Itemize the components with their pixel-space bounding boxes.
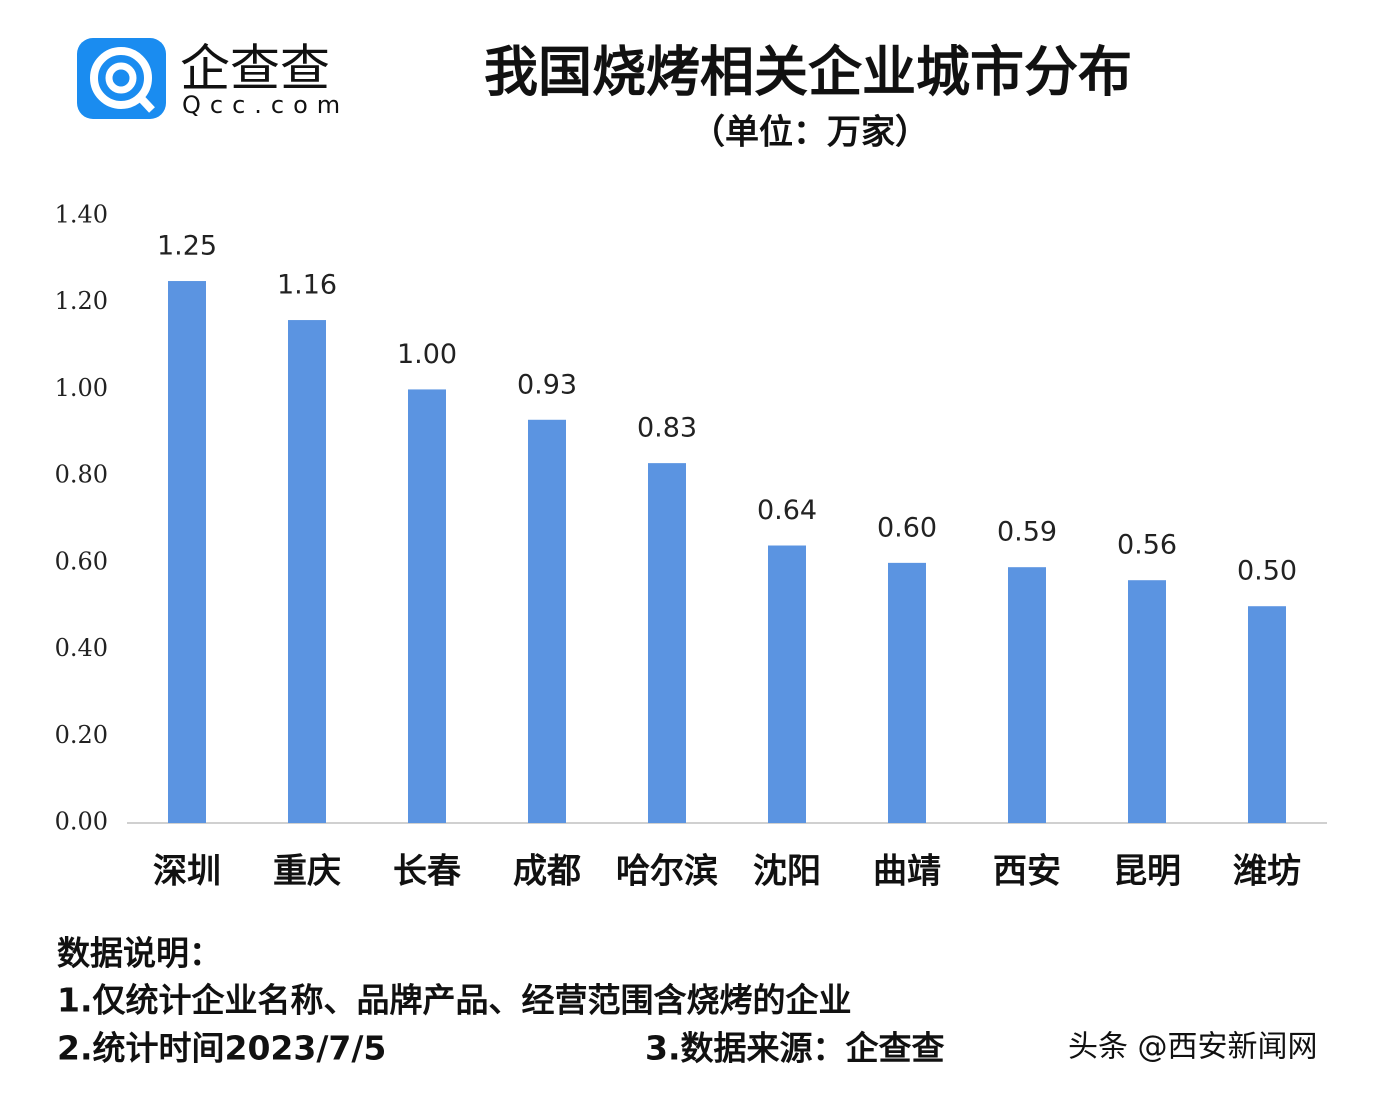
logo-name: 企查查 <box>180 40 330 98</box>
value-label: 0.64 <box>757 495 817 526</box>
bar <box>888 562 926 823</box>
value-label: 1.25 <box>157 231 217 262</box>
logo-ring <box>90 47 152 109</box>
x-tick-label: 长春 <box>393 852 461 892</box>
bar <box>1128 580 1166 823</box>
notes-heading: 数据说明： <box>57 934 222 973</box>
value-label: 0.60 <box>877 512 937 543</box>
chart-title: 我国烧烤相关企业城市分布 <box>484 41 1132 104</box>
value-label: 0.50 <box>1237 556 1297 587</box>
bar <box>408 389 446 823</box>
logo: 企查查 Qcc.com <box>77 38 349 119</box>
bar <box>648 463 686 823</box>
y-tick-label: 0.20 <box>55 721 108 749</box>
note-line: 2.统计时间2023/7/5 <box>57 1029 386 1068</box>
x-tick-label: 西安 <box>993 852 1061 892</box>
logo-ring-inner <box>105 62 137 94</box>
y-tick-label: 0.00 <box>55 808 108 836</box>
watermark: 头条 @西安新闻网 <box>1068 1030 1318 1065</box>
y-tick-label: 1.40 <box>55 201 108 229</box>
bar <box>1008 567 1046 823</box>
y-tick-label: 0.40 <box>55 634 108 662</box>
bar <box>168 281 206 823</box>
y-tick-label: 0.60 <box>55 547 108 575</box>
value-label: 1.16 <box>277 270 337 301</box>
note-line: 1.仅统计企业名称、品牌产品、经营范围含烧烤的企业 <box>57 981 852 1020</box>
bar <box>528 419 566 823</box>
bar <box>768 545 806 823</box>
chart-subtitle: （单位：万家） <box>691 113 929 153</box>
value-label: 1.00 <box>397 339 457 370</box>
value-label: 0.56 <box>1117 530 1177 561</box>
logo-tail <box>135 92 155 113</box>
value-label: 0.59 <box>997 517 1057 548</box>
x-tick-label: 重庆 <box>273 852 341 892</box>
x-tick-label: 成都 <box>513 852 581 892</box>
x-tick-label: 深圳 <box>153 852 221 892</box>
x-tick-label: 曲靖 <box>873 852 941 892</box>
note-line: 3.数据来源：企查查 <box>645 1029 945 1068</box>
value-label: 0.83 <box>637 413 697 444</box>
y-tick-label: 1.20 <box>55 287 108 315</box>
bar <box>1248 606 1286 823</box>
value-label: 0.93 <box>517 369 577 400</box>
y-tick-label: 1.00 <box>55 374 108 402</box>
x-tick-label: 哈尔滨 <box>616 852 718 892</box>
x-tick-label: 潍坊 <box>1233 852 1301 892</box>
x-tick-label: 昆明 <box>1113 852 1181 892</box>
logo-domain: Qcc.com <box>182 91 349 119</box>
bar <box>288 320 326 823</box>
y-tick-label: 0.80 <box>55 461 108 489</box>
x-tick-label: 沈阳 <box>753 852 821 892</box>
